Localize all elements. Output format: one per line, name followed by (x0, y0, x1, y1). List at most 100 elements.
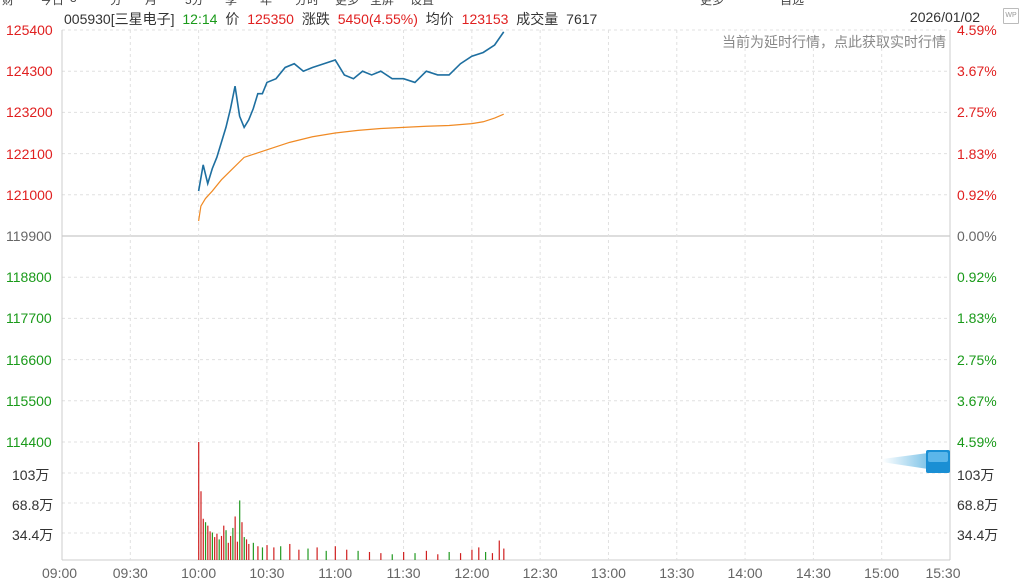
volume-bar (334, 546, 336, 560)
toolbar-tab[interactable]: 更多 (335, 0, 359, 6)
volume-bar (214, 537, 216, 560)
volume-bar (414, 553, 416, 560)
volume-bar (289, 543, 291, 560)
volume-bar (241, 522, 243, 560)
volume-bar (478, 547, 480, 560)
time-axis-label: 12:00 (454, 565, 490, 581)
quote-time: 12:14 (182, 11, 218, 27)
volume-bar (471, 549, 473, 560)
toolbar-tab[interactable]: 3 (70, 0, 77, 5)
volume-bar (211, 532, 213, 560)
toolbar-tab[interactable]: 季 (225, 0, 237, 6)
toolbar-tab[interactable]: 财 (2, 0, 14, 6)
volume-bar (346, 549, 348, 560)
volume-bar (236, 541, 239, 560)
volume-bar (368, 551, 371, 560)
toolbar-tab[interactable]: 更多 (700, 0, 724, 6)
price-axis-label: 122100 (6, 145, 53, 162)
price-axis-label: 121000 (6, 186, 53, 203)
volume-bar (273, 547, 275, 560)
volume-bar (220, 535, 223, 560)
price-axis-label: 115500 (6, 392, 52, 409)
price-axis-label: 125400 (6, 22, 53, 38)
time-axis-label: 14:00 (727, 565, 763, 581)
volume-bar (503, 548, 505, 560)
change-label: 涨跌 (301, 11, 330, 27)
avg-price-series-line (198, 113, 504, 222)
volume-bar (248, 543, 250, 560)
volume-bar (198, 442, 200, 560)
volume-legend-chip[interactable] (882, 449, 952, 475)
price-label: 价 (225, 11, 240, 27)
time-axis-label: 09:30 (112, 565, 148, 581)
volume-bar (298, 549, 300, 560)
time-axis-label: 15:30 (925, 565, 961, 581)
volume-axis-label-right: 68.8万 (957, 497, 999, 513)
time-axis-label: 14:30 (795, 565, 831, 581)
time-axis-label: 11:30 (386, 565, 421, 581)
toolbar-tab[interactable]: 分 (110, 0, 122, 6)
price-series-line (197, 31, 505, 192)
volume-value: 7617 (566, 11, 598, 27)
wp-icon[interactable]: WP (1003, 8, 1019, 24)
volume-bar (218, 539, 220, 560)
time-axis-label: 10:00 (181, 565, 217, 581)
volume-bar (357, 550, 359, 560)
volume-bar (239, 500, 241, 560)
volume-bar (325, 550, 327, 560)
time-axis-label: 12:30 (522, 565, 558, 581)
price-axis-label: 116600 (6, 351, 52, 368)
volume-bar (425, 550, 428, 560)
pct-axis-label: 2.75% (957, 104, 997, 121)
pct-axis-label: 3.67% (957, 392, 997, 409)
delayed-quote-notice-link[interactable]: 当前为延时行情，点此获取实时行情 (722, 34, 946, 50)
toolbar-tab[interactable]: 分时 (295, 0, 319, 6)
time-axis-label: 13:30 (659, 565, 695, 581)
volume-bar (316, 547, 318, 560)
volume-bar (202, 518, 204, 560)
toolbar-tab[interactable]: 月 (145, 0, 157, 6)
volume-chip-icon (882, 450, 950, 473)
volume-axis-label-left: 68.8万 (12, 497, 54, 513)
top-toolbar-strip[interactable]: 财 今日 3 分 月 5分 季 年 分时 更多 全屏 设置 更多 自选 (0, 0, 1024, 6)
volume-bar (229, 535, 232, 560)
volume-bar (200, 491, 202, 560)
price-axis-label: 118800 (6, 269, 52, 286)
volume-bar (204, 522, 207, 560)
volume-bar (227, 542, 229, 560)
time-axis-label: 15:00 (864, 565, 900, 581)
toolbar-tab[interactable]: 今日 (40, 0, 64, 6)
volume-bar (232, 527, 234, 560)
time-axis-label: 13:00 (590, 565, 626, 581)
time-axis-label: 11:00 (318, 565, 353, 581)
pct-axis-label: 1.83% (957, 310, 997, 327)
volume-bar (491, 553, 494, 560)
volume-bar (223, 525, 225, 560)
pct-axis-label: 3.67% (957, 63, 997, 80)
price-axis-label: 117700 (6, 310, 52, 327)
change-value: 5450(4.55%) (337, 11, 418, 27)
volume-bar (380, 553, 382, 560)
avg-label: 均价 (425, 11, 454, 27)
volume-axis-label-right: 34.4万 (957, 527, 999, 543)
toolbar-tab[interactable]: 年 (260, 0, 272, 6)
time-axis-label: 10:30 (249, 565, 285, 581)
toolbar-tab[interactable]: 设置 (410, 0, 434, 6)
pct-axis-label: 2.75% (957, 351, 997, 368)
volume-bar (252, 542, 254, 560)
volume-axis-label-right: 103万 (957, 467, 995, 483)
pct-axis-label: 4.59% (957, 434, 997, 450)
volume-bar (209, 531, 211, 560)
volume-bar (485, 551, 487, 560)
pct-axis-label: 0.92% (957, 186, 997, 203)
toolbar-tab[interactable]: 全屏 (370, 0, 394, 6)
pct-axis-label: 0.00% (957, 228, 997, 244)
volume-bar (403, 551, 405, 560)
price-axis-label: 119900 (6, 228, 52, 244)
toolbar-tab[interactable]: 5分 (185, 0, 204, 6)
volume-bar (261, 547, 264, 560)
pct-axis-label: 4.59% (957, 22, 997, 38)
volume-bar (234, 516, 236, 560)
toolbar-tab[interactable]: 自选 (780, 0, 804, 6)
